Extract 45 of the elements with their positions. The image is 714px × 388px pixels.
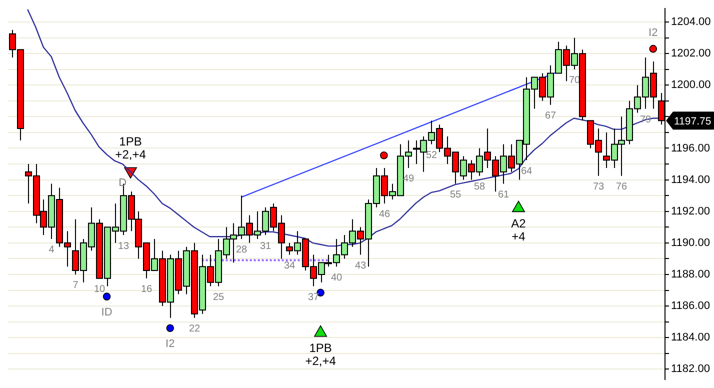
y-tick-label: 1196.00 <box>671 142 710 154</box>
y-tick-label: 1182.00 <box>671 363 710 376</box>
x-tick-label: 40 <box>330 272 342 284</box>
annotation: D <box>118 176 127 189</box>
x-tick-label: 13 <box>118 240 130 252</box>
x-tick-label: 55 <box>450 189 462 200</box>
y-tick-label: 1186.00 <box>671 300 710 312</box>
x-tick-label: 25 <box>212 292 224 304</box>
x-tick-label: 34 <box>284 260 296 272</box>
x-tick-label: 10 <box>94 284 106 296</box>
y-tick-label: 1188.00 <box>671 268 710 281</box>
x-tick-label: 16 <box>140 284 152 296</box>
x-tick-label: 67 <box>544 110 556 122</box>
y-tick-label: 1202.00 <box>671 48 711 60</box>
x-tick-label: 58 <box>474 182 486 193</box>
x-tick-label: 46 <box>378 209 390 220</box>
y-tick-label: 1194.00 <box>671 174 710 186</box>
x-tick-label: 73 <box>592 182 604 193</box>
x-tick-label: 22 <box>188 324 200 335</box>
data-label: 1PB +2,+4 <box>305 341 336 368</box>
x-tick-label: 64 <box>520 166 532 177</box>
data-label: I2 <box>648 26 658 39</box>
y-tick-label: 1200.00 <box>671 79 711 92</box>
y-tick-label: 1184.00 <box>671 332 710 344</box>
point <box>102 292 111 300</box>
point <box>380 151 388 160</box>
point <box>166 324 174 332</box>
x-tick-label: 7 <box>72 280 79 292</box>
x-tick-label: 28 <box>236 244 248 256</box>
x-tick-label: 37 <box>308 292 320 304</box>
x-tick-label: 31 <box>260 240 272 252</box>
data-label: A2 +4 <box>511 216 526 244</box>
x-tick-label: 61 <box>498 189 510 200</box>
x-tick-label: 43 <box>354 260 366 272</box>
data-label: I2 <box>166 338 175 350</box>
x-tick-label: 4 <box>48 244 55 256</box>
x-tick-label: 76 <box>616 182 628 193</box>
y-tick-label: 1190.00 <box>671 236 710 249</box>
y-tick-label: 1192.00 <box>671 205 710 218</box>
point <box>649 44 658 53</box>
x-tick-label: 52 <box>426 150 438 162</box>
text: 1197.75 <box>674 116 712 128</box>
y-tick-label: 1204.00 <box>671 16 711 28</box>
data-label: 1PB +2,+4 <box>115 134 146 162</box>
data-label: ID <box>101 306 112 319</box>
